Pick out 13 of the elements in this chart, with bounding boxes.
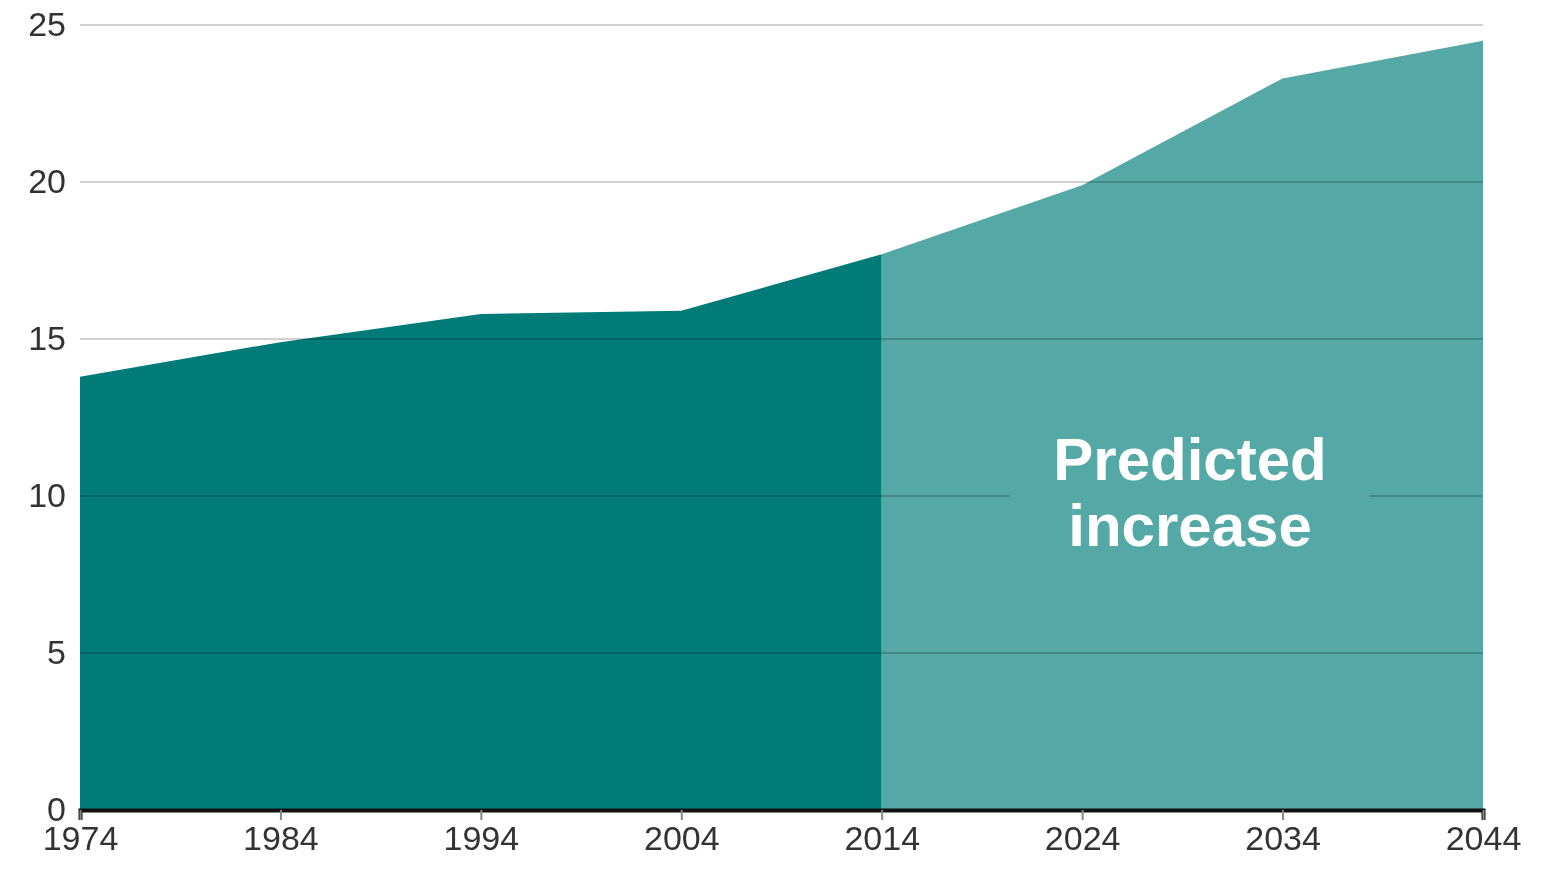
y-tick-label: 20 [28,162,66,201]
x-tick-label: 1994 [443,819,520,858]
y-tick-label: 5 [47,633,66,672]
y-tick-label: 25 [28,5,66,44]
x-tick-label: 2004 [643,819,720,858]
x-tick-label: 2024 [1044,819,1121,858]
x-tick-label: 1984 [243,819,319,858]
annotation: Predicted increase [1053,426,1327,559]
x-tick-label: 2014 [844,819,921,858]
y-tick-label: 15 [28,319,66,358]
x-tick-label: 2044 [1445,819,1522,858]
x-tick-label: 2034 [1245,819,1321,858]
y-tick-label: 10 [28,476,66,515]
